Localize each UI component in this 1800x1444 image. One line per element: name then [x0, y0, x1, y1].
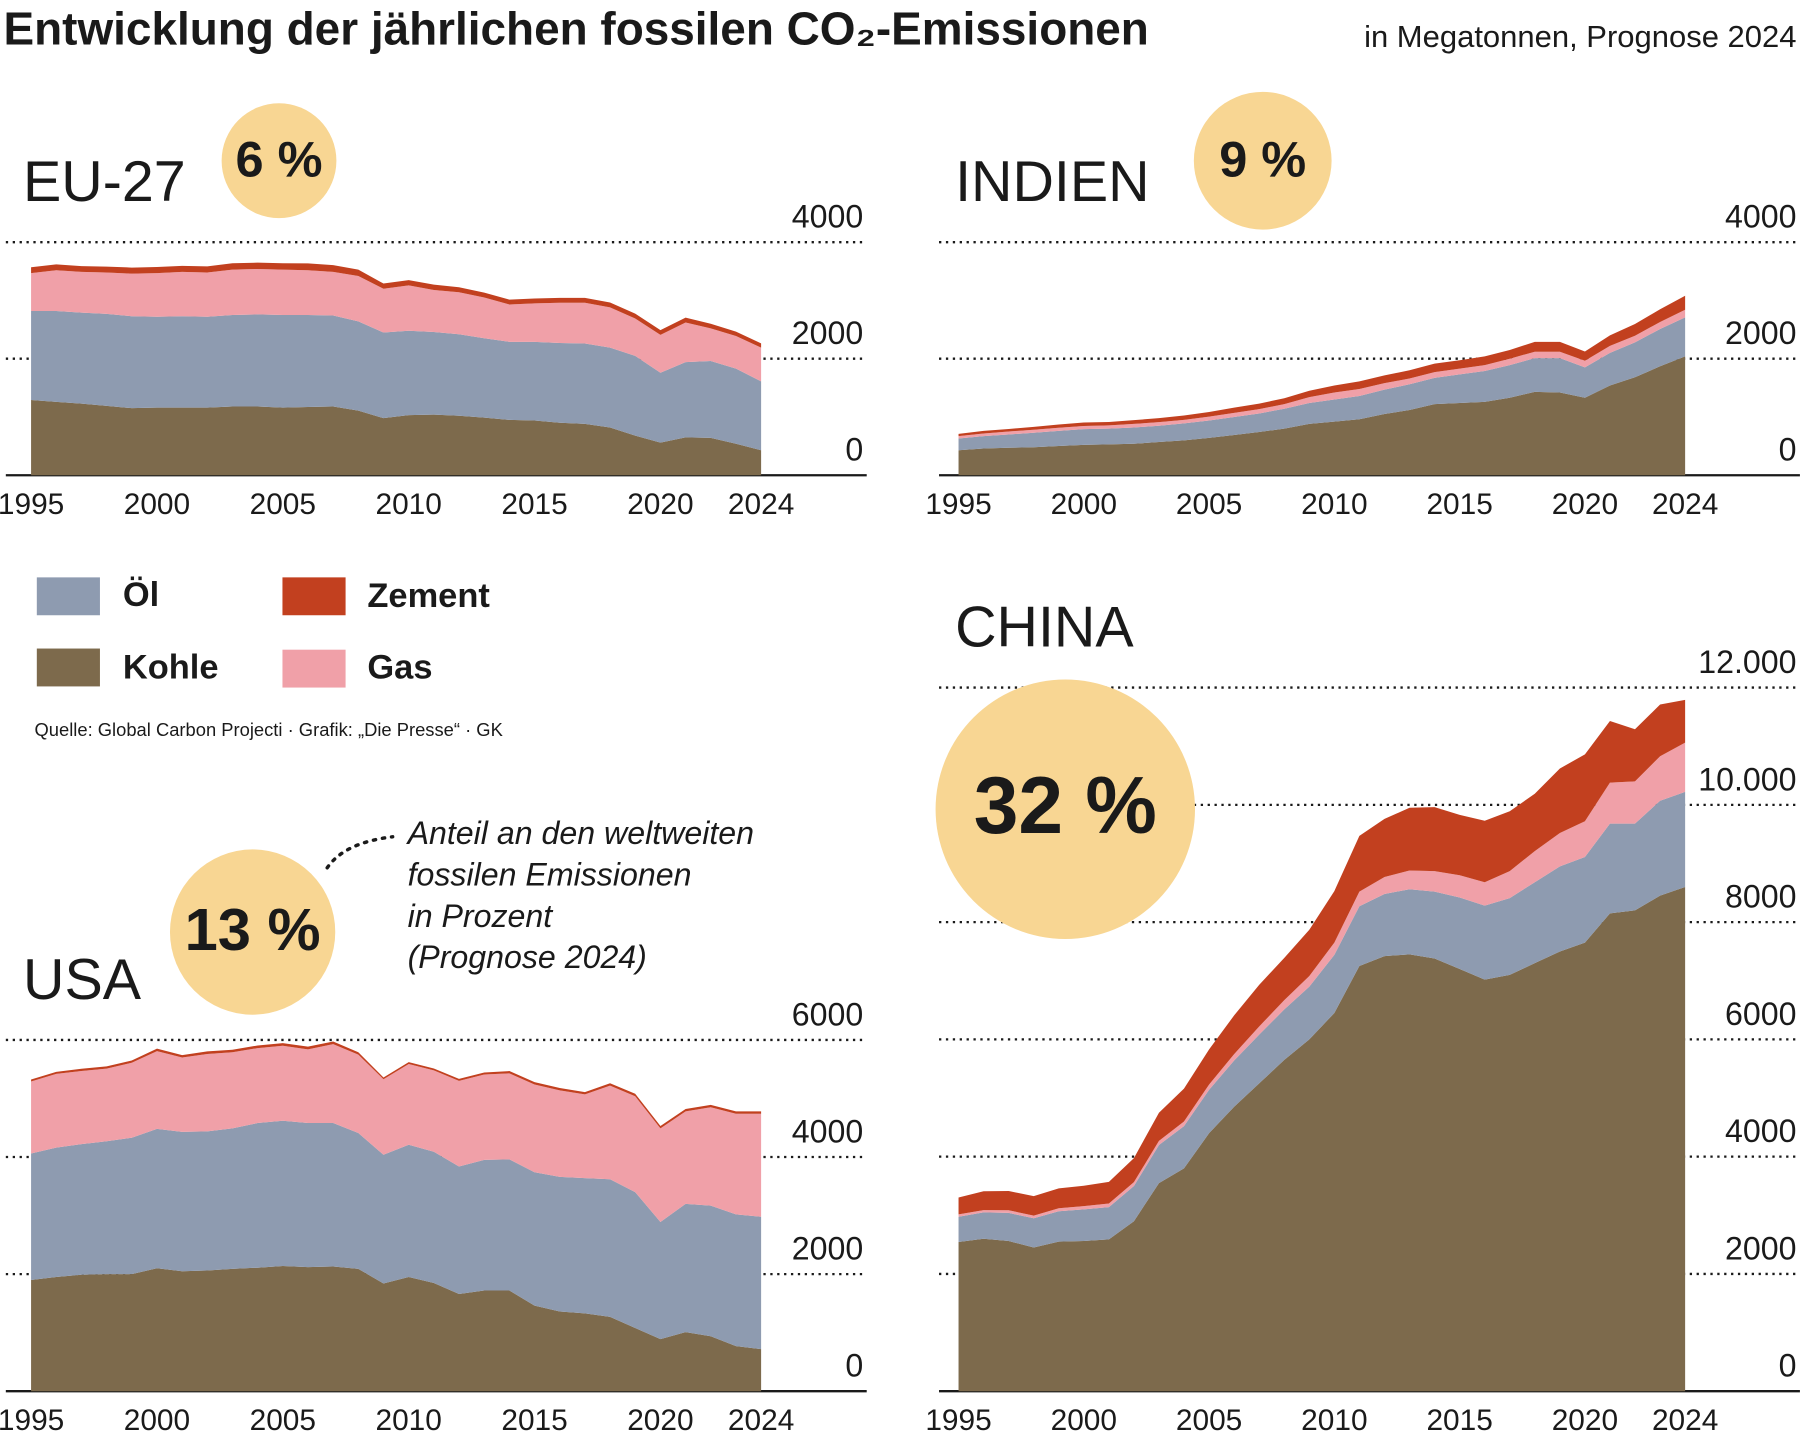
area-0 — [31, 400, 762, 476]
area-1 — [31, 310, 762, 451]
area-1 — [958, 791, 1686, 1248]
area-1 — [958, 317, 1686, 451]
x-tick-label: 2010 — [375, 488, 441, 521]
panel-title: EU-27 — [23, 150, 186, 214]
area-0 — [958, 356, 1686, 476]
legend-swatch — [282, 649, 346, 688]
x-tick-label: 2024 — [728, 1404, 794, 1437]
annotation-line: Anteil an den weltweiten — [406, 815, 754, 851]
x-tick-label: 2024 — [1652, 1404, 1718, 1437]
panel: 0 2000 4000 1995 2000 2005 2010 2015 2020 2024 9 %… — [925, 91, 1800, 521]
annotation-line: fossilen Emissionen — [408, 856, 692, 892]
y-tick-label: 10.000 — [1698, 761, 1796, 797]
legend-swatch — [36, 648, 100, 687]
x-tick-label: 2024 — [728, 488, 794, 521]
title: Entwicklung der jährlichen fossilen CO₂-… — [4, 2, 1149, 54]
y-tick-label: 8000 — [1725, 879, 1796, 915]
legend: Öl Zement Kohle Gas — [36, 575, 490, 688]
panel-title: CHINA — [955, 595, 1134, 659]
x-tick-label: 1995 — [925, 1404, 991, 1437]
y-tick-label: 4000 — [1725, 1113, 1796, 1149]
y-tick-label: 2000 — [792, 1231, 863, 1267]
share-label: 6 % — [235, 130, 322, 187]
share-bubble — [169, 849, 336, 1015]
share-bubble — [935, 679, 1195, 939]
x-tick-label: 2015 — [501, 1404, 567, 1437]
legend-label: Öl — [123, 575, 159, 614]
legend-label: Zement — [367, 577, 490, 615]
share-label: 32 % — [974, 761, 1157, 851]
y-tick-label: 2000 — [1725, 315, 1796, 351]
x-tick-label: 2015 — [1426, 1404, 1492, 1437]
source: Quelle: Global Carbon Projecti · Grafik:… — [35, 719, 504, 740]
area-2 — [958, 742, 1686, 1219]
x-tick-label: 2005 — [1176, 488, 1242, 521]
x-tick-label: 2015 — [501, 488, 567, 521]
x-tick-label: 2000 — [124, 1404, 190, 1437]
y-tick-label: 2000 — [1725, 1230, 1796, 1266]
panel-title: INDIEN — [955, 150, 1149, 214]
area-0 — [958, 886, 1686, 1392]
area-3 — [31, 262, 762, 348]
x-tick-label: 2020 — [627, 488, 693, 521]
x-tick-label: 2000 — [1051, 488, 1117, 521]
annotation: Anteil an den weltweiten fossilen Emissi… — [406, 815, 754, 975]
y-tick-label: 4000 — [1725, 199, 1796, 235]
y-tick-label: 0 — [1779, 432, 1797, 468]
subtitle: in Megatonnen, Prognose 2024 — [1364, 19, 1796, 54]
legend-label: Kohle — [123, 648, 219, 686]
x-tick-label: 1995 — [925, 488, 991, 521]
x-tick-label: 2020 — [1552, 1404, 1618, 1437]
area-2 — [31, 1044, 762, 1223]
annotation-line: in Prozent — [408, 898, 555, 934]
panel-title: USA — [23, 948, 142, 1012]
x-tick-label: 2000 — [1051, 1404, 1117, 1437]
x-tick-label: 2005 — [250, 1404, 316, 1437]
y-tick-label: 2000 — [792, 315, 863, 351]
area-0 — [31, 1265, 762, 1392]
x-tick-label: 2005 — [250, 488, 316, 521]
panel: 0 2000 4000 1995 2000 2005 2010 2015 2020 2024 6 %… — [0, 103, 867, 521]
area-3 — [958, 699, 1686, 1216]
x-tick-label: 2000 — [124, 488, 190, 521]
y-tick-label: 4000 — [792, 1114, 863, 1150]
legend-swatch — [282, 577, 346, 616]
x-tick-label: 2005 — [1176, 1404, 1242, 1437]
share-label: 13 % — [185, 896, 321, 963]
panel: 0 2000 4000 6000 1995 2000 2005 2010 2015 2020 202… — [0, 849, 867, 1437]
area-2 — [31, 268, 762, 382]
legend-swatch — [36, 577, 100, 616]
y-tick-label: 4000 — [792, 199, 863, 235]
share-bubble — [1193, 91, 1332, 230]
x-tick-label: 1995 — [0, 1404, 64, 1437]
legend-label: Gas — [367, 648, 432, 686]
y-tick-label: 6000 — [792, 996, 863, 1032]
share-bubble — [221, 103, 337, 219]
y-tick-label: 6000 — [1725, 996, 1796, 1032]
x-tick-label: 1995 — [0, 488, 64, 521]
x-tick-label: 2024 — [1652, 488, 1718, 521]
x-tick-label: 2010 — [1301, 488, 1367, 521]
y-tick-label: 0 — [1779, 1348, 1797, 1384]
x-tick-label: 2020 — [1552, 488, 1618, 521]
annotation-connector — [325, 835, 395, 870]
x-tick-label: 2010 — [375, 1404, 441, 1437]
y-tick-label: 12.000 — [1698, 644, 1796, 680]
x-tick-label: 2020 — [627, 1404, 693, 1437]
y-tick-label: 0 — [845, 1348, 863, 1384]
panel: 0 2000 4000 6000 8000 10.000 12.000 1995 2000 200… — [925, 595, 1800, 1437]
annotation-line: (Prognose 2024) — [408, 939, 647, 975]
x-tick-label: 2010 — [1301, 1404, 1367, 1437]
x-tick-label: 2015 — [1426, 488, 1492, 521]
share-label: 9 % — [1219, 130, 1306, 187]
y-tick-label: 0 — [845, 432, 863, 468]
area-1 — [31, 1120, 762, 1350]
